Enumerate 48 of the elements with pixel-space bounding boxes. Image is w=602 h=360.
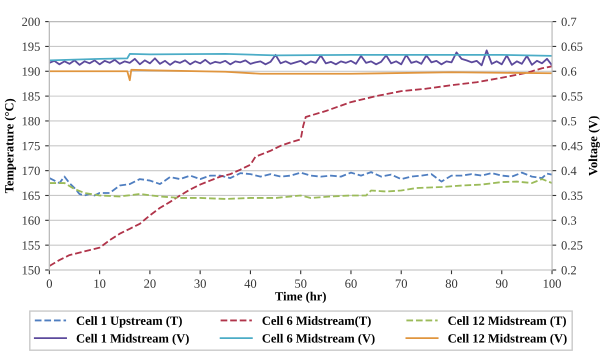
line-series <box>49 68 552 82</box>
x-tick-label: 60 <box>345 279 357 288</box>
legend-label: Cell 6 Midstream (V) <box>262 334 375 346</box>
y2-tick-label: 0.25 <box>562 241 582 250</box>
x-tick-label: 20 <box>144 279 156 288</box>
legend-label: Cell 12 Midstream (V) <box>448 334 567 346</box>
y2-tick-label: 0.65 <box>562 42 582 51</box>
line-series <box>49 52 552 62</box>
y2-tick-label: 0.3 <box>562 216 576 225</box>
y-axis-title: Temperature (°C) <box>4 98 16 194</box>
y-tick-label: 150 <box>22 266 40 274</box>
x-tick-label: 40 <box>244 279 256 288</box>
x-axis-title: Time (hr) <box>275 292 326 304</box>
line-series <box>49 50 552 66</box>
y2-tick-label: 0.2 <box>562 266 576 275</box>
legend-label: Cell 6 Midstream(T) <box>262 316 371 328</box>
y2-tick-label: 0.55 <box>562 92 582 101</box>
y-tick-label: 185 <box>22 92 40 101</box>
legend-label: Cell 1 Midstream (V) <box>76 334 189 346</box>
y2-axis-title: Voltage (V) <box>588 116 600 176</box>
y-tick-label: 165 <box>22 192 40 200</box>
x-tick-label: 50 <box>295 279 306 288</box>
x-tick-label: 80 <box>446 279 458 288</box>
y2-tick-label: 0.6 <box>562 67 576 76</box>
x-tick-label: 90 <box>496 279 508 288</box>
line-series <box>49 171 552 196</box>
y2-tick-label: 0.7 <box>562 18 576 26</box>
y-tick-label: 190 <box>22 67 40 76</box>
y-tick-label: 160 <box>22 216 40 225</box>
y-tick-label: 155 <box>22 241 40 250</box>
line-series <box>49 65 552 267</box>
y-tick-label: 200 <box>22 18 40 26</box>
x-tick-label: 10 <box>94 279 106 288</box>
legend-label: Cell 1 Upstream (T) <box>76 316 182 328</box>
legend-label: Cell 12 Midstream (T) <box>448 316 566 328</box>
y2-tick-label: 0.45 <box>562 142 582 150</box>
y-tick-label: 195 <box>22 42 40 51</box>
y-tick-label: 170 <box>22 166 40 176</box>
y2-tick-label: 0.5 <box>562 116 576 126</box>
x-tick-label: 70 <box>396 279 408 288</box>
y2-tick-label: 0.4 <box>562 166 576 176</box>
x-tick-label: 0 <box>46 279 52 288</box>
x-tick-label: 100 <box>544 279 561 288</box>
y-tick-label: 180 <box>22 116 40 126</box>
y2-tick-label: 0.35 <box>562 192 582 200</box>
y-tick-label: 175 <box>22 142 40 150</box>
x-tick-label: 30 <box>194 279 206 288</box>
line-series <box>49 178 552 200</box>
